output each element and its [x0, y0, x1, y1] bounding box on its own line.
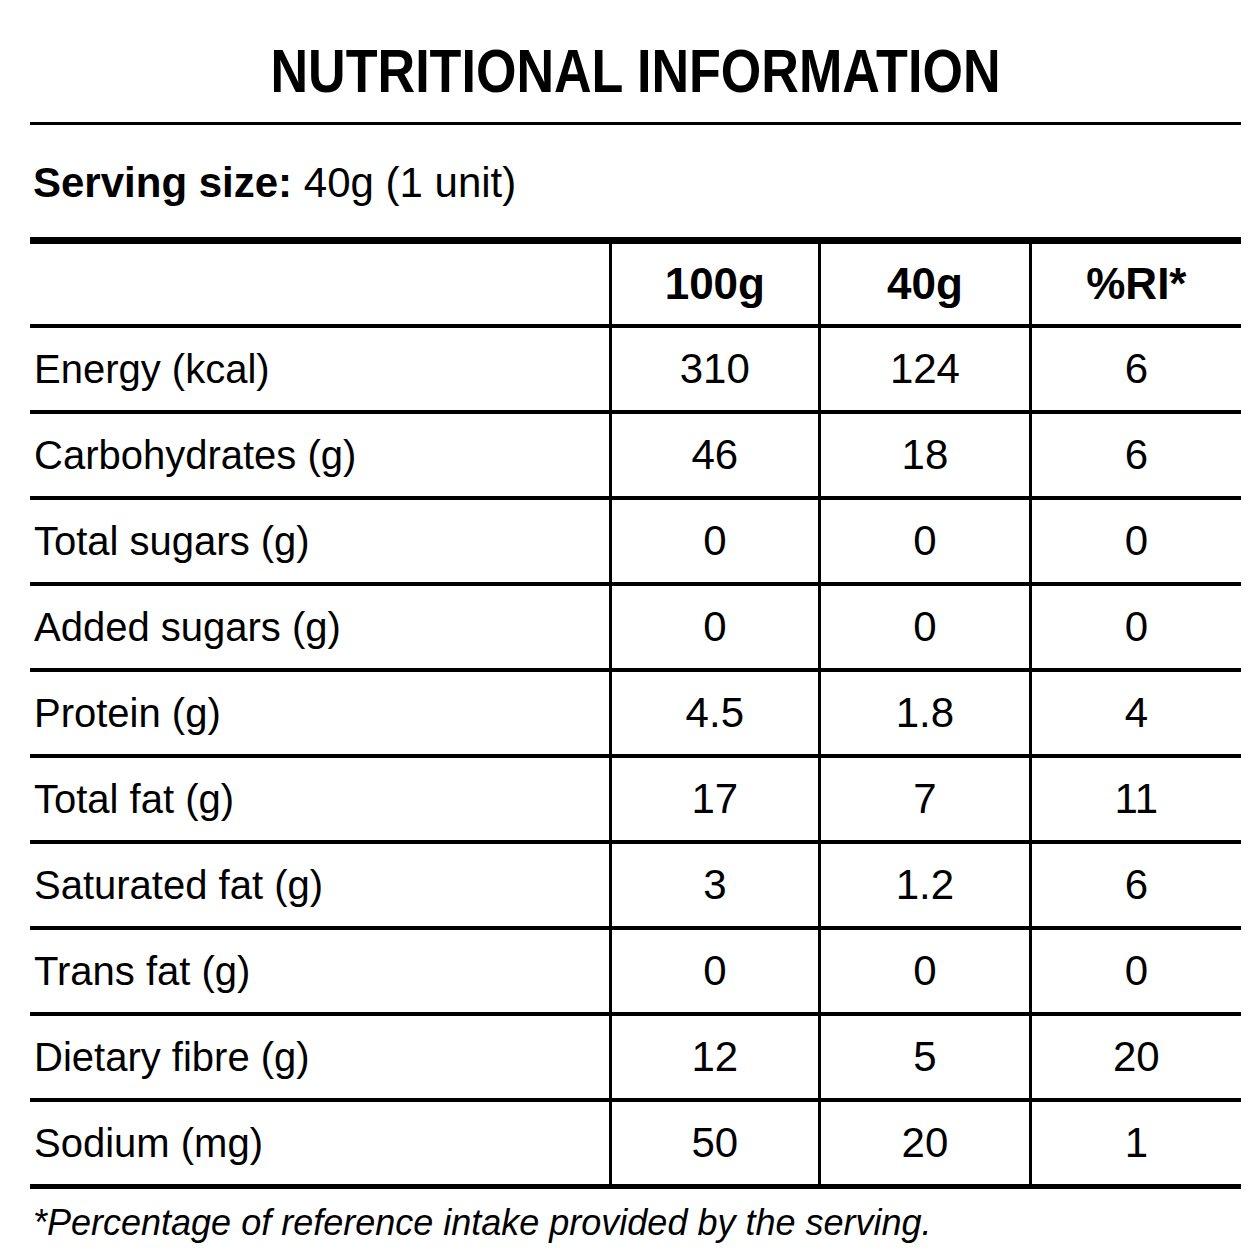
table-row: Energy (kcal) 310 124 6	[30, 326, 1241, 412]
value-cell: 12	[610, 1014, 820, 1100]
value-cell: 0	[820, 584, 1031, 670]
table-row: Added sugars (g) 0 0 0	[30, 584, 1241, 670]
column-header-ri: %RI*	[1030, 241, 1241, 327]
value-cell: 46	[610, 412, 820, 498]
row-label: Trans fat (g)	[30, 928, 610, 1014]
value-cell: 6	[1030, 326, 1241, 412]
table-row: Sodium (mg) 50 20 1	[30, 1100, 1241, 1187]
value-cell: 17	[610, 756, 820, 842]
value-cell: 1.8	[820, 670, 1031, 756]
serving-size-label: Serving size:	[33, 159, 292, 206]
value-cell: 20	[820, 1100, 1031, 1187]
table-row: Trans fat (g) 0 0 0	[30, 928, 1241, 1014]
table-row: Protein (g) 4.5 1.8 4	[30, 670, 1241, 756]
nutrition-label: NUTRITIONAL INFORMATION Serving size: 40…	[0, 0, 1260, 1260]
row-label: Protein (g)	[30, 670, 610, 756]
row-label: Sodium (mg)	[30, 1100, 610, 1187]
page-title: NUTRITIONAL INFORMATION	[127, 36, 1144, 106]
serving-size-value: 40g (1 unit)	[304, 159, 516, 206]
value-cell: 310	[610, 326, 820, 412]
value-cell: 4.5	[610, 670, 820, 756]
row-label: Total fat (g)	[30, 756, 610, 842]
row-label: Saturated fat (g)	[30, 842, 610, 928]
value-cell: 1	[1030, 1100, 1241, 1187]
value-cell: 6	[1030, 842, 1241, 928]
row-label: Energy (kcal)	[30, 326, 610, 412]
header-row: 100g 40g %RI*	[30, 241, 1241, 327]
value-cell: 1.2	[820, 842, 1031, 928]
table-row: Dietary fibre (g) 12 5 20	[30, 1014, 1241, 1100]
row-label: Added sugars (g)	[30, 584, 610, 670]
row-label: Total sugars (g)	[30, 498, 610, 584]
value-cell: 0	[1030, 584, 1241, 670]
table-row: Total fat (g) 17 7 11	[30, 756, 1241, 842]
title-divider	[30, 122, 1241, 125]
value-cell: 0	[820, 498, 1031, 584]
table-row: Total sugars (g) 0 0 0	[30, 498, 1241, 584]
value-cell: 0	[610, 498, 820, 584]
value-cell: 3	[610, 842, 820, 928]
value-cell: 0	[610, 928, 820, 1014]
value-cell: 0	[820, 928, 1031, 1014]
value-cell: 4	[1030, 670, 1241, 756]
row-label: Dietary fibre (g)	[30, 1014, 610, 1100]
column-header-100g: 100g	[610, 241, 820, 327]
row-label: Carbohydrates (g)	[30, 412, 610, 498]
value-cell: 0	[610, 584, 820, 670]
value-cell: 18	[820, 412, 1031, 498]
value-cell: 124	[820, 326, 1031, 412]
reference-intake-footnote: *Percentage of reference intake provided…	[33, 1201, 1241, 1245]
value-cell: 6	[1030, 412, 1241, 498]
value-cell: 0	[1030, 928, 1241, 1014]
value-cell: 0	[1030, 498, 1241, 584]
serving-size: Serving size: 40g (1 unit)	[33, 159, 1241, 207]
column-header-40g: 40g	[820, 241, 1031, 327]
value-cell: 50	[610, 1100, 820, 1187]
table-row: Carbohydrates (g) 46 18 6	[30, 412, 1241, 498]
value-cell: 7	[820, 756, 1031, 842]
value-cell: 20	[1030, 1014, 1241, 1100]
nutrition-table: 100g 40g %RI* Energy (kcal) 310 124 6 Ca…	[30, 237, 1241, 1189]
column-header-blank	[30, 241, 610, 327]
value-cell: 5	[820, 1014, 1031, 1100]
value-cell: 11	[1030, 756, 1241, 842]
table-row: Saturated fat (g) 3 1.2 6	[30, 842, 1241, 928]
